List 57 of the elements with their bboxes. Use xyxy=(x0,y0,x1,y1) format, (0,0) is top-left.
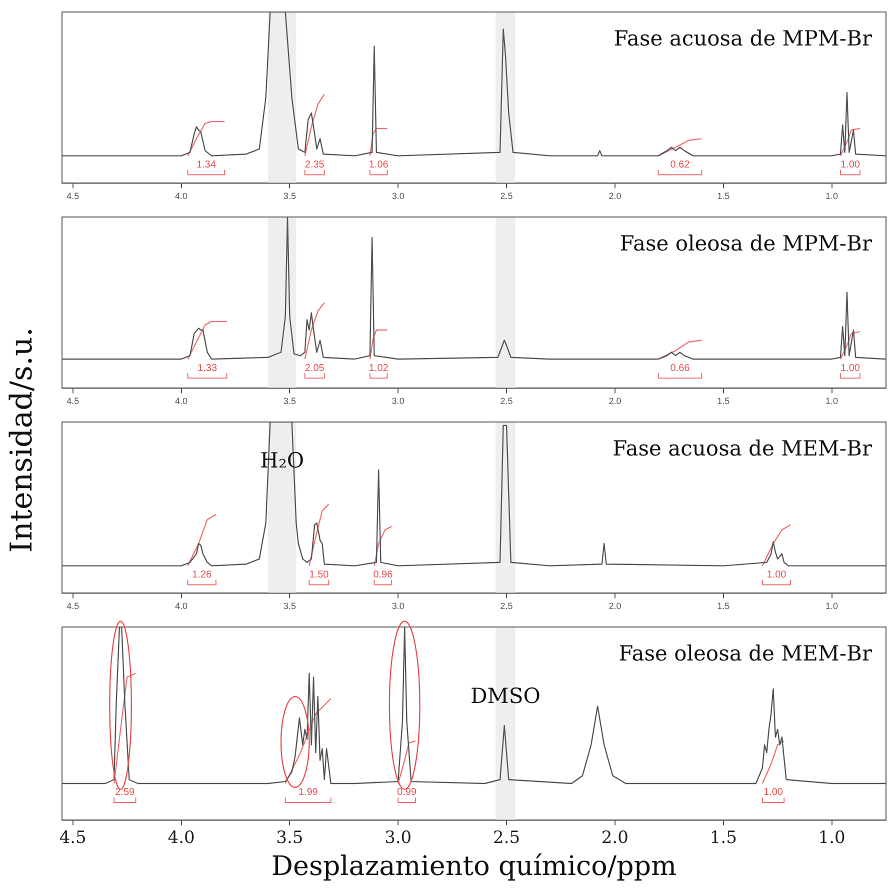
x-tick-label: 1.0 xyxy=(826,191,838,202)
text: Fase acuosa de MEM-Br xyxy=(612,436,873,460)
x-tick-label: 2.0 xyxy=(608,396,622,406)
x-tick-label: 3.5 xyxy=(276,828,304,848)
x-tick-label: 4.0 xyxy=(175,191,188,202)
annotation: 2.59 xyxy=(115,787,136,798)
x-tick-label: 4.0 xyxy=(175,601,188,612)
text: Fase oleosa de MPM-Br xyxy=(620,231,873,256)
annotation: 1.26 xyxy=(192,570,212,581)
x-tick-label: 3.0 xyxy=(392,601,404,612)
annotation: 1.33 xyxy=(198,362,218,374)
annotation: 1.34 xyxy=(196,160,216,171)
x-tick-label: 1.5 xyxy=(717,191,730,202)
annotation: 0.66 xyxy=(670,362,690,374)
x-tick-label: 3.5 xyxy=(283,601,296,612)
annotation: 0.99 xyxy=(397,787,417,798)
x-tick-label: 2.5 xyxy=(493,828,520,848)
x-tick-label: 3.0 xyxy=(392,191,404,202)
band-label: DMSO xyxy=(470,684,540,708)
y-axis-title: Intensidad/s.u. xyxy=(4,327,40,553)
x-tick-label: 2.0 xyxy=(608,191,622,202)
x-tick-label: 2.5 xyxy=(500,191,513,202)
text: Fase oleosa de MEM-Br xyxy=(618,641,873,666)
x-tick-label: 1.0 xyxy=(826,601,838,612)
annotation: 2.35 xyxy=(304,160,325,171)
x-tick-label: 1.5 xyxy=(717,396,730,406)
x-tick-label: 1.0 xyxy=(818,828,846,848)
annotation: 1.99 xyxy=(298,787,318,798)
annotation: 1.00 xyxy=(840,160,860,171)
x-tick-label: 4.5 xyxy=(66,396,80,406)
x-tick-label: 4.5 xyxy=(66,601,80,612)
x-tick-label: 4.5 xyxy=(66,191,80,202)
x-tick-label: 4.0 xyxy=(175,396,188,406)
x-tick-label: 1.5 xyxy=(710,828,737,848)
x-tick-label: 3.5 xyxy=(283,396,296,406)
text: Fase acuosa de MPM-Br xyxy=(614,26,873,50)
x-tick-label: 3.0 xyxy=(392,396,404,406)
x-tick-label: 4.5 xyxy=(59,828,86,848)
annotation: 0.96 xyxy=(373,570,394,581)
annotation: 1.00 xyxy=(766,570,787,581)
annotation: 0.62 xyxy=(670,160,690,171)
x-tick-label: 1.5 xyxy=(717,601,730,612)
x-tick-label: 2.5 xyxy=(500,601,513,612)
x-tick-label: 3.5 xyxy=(283,191,296,202)
annotation: 1.06 xyxy=(368,160,389,171)
annotation: 1.00 xyxy=(764,787,784,798)
annotation: 1.50 xyxy=(309,570,330,581)
x-tick-label: 2.0 xyxy=(601,828,628,848)
annotation: 1.00 xyxy=(840,362,860,374)
x-tick-label: 3.0 xyxy=(384,828,412,848)
x-tick-label: 1.0 xyxy=(826,396,838,406)
annotation: 1.02 xyxy=(368,362,389,374)
annotation: 2.05 xyxy=(304,362,325,374)
x-tick-label: 2.5 xyxy=(500,396,513,406)
x-axis-title: Desplazamiento químico/ppm xyxy=(271,850,677,882)
x-tick-label: 4.0 xyxy=(168,828,195,848)
x-tick-label: 2.0 xyxy=(608,601,622,612)
